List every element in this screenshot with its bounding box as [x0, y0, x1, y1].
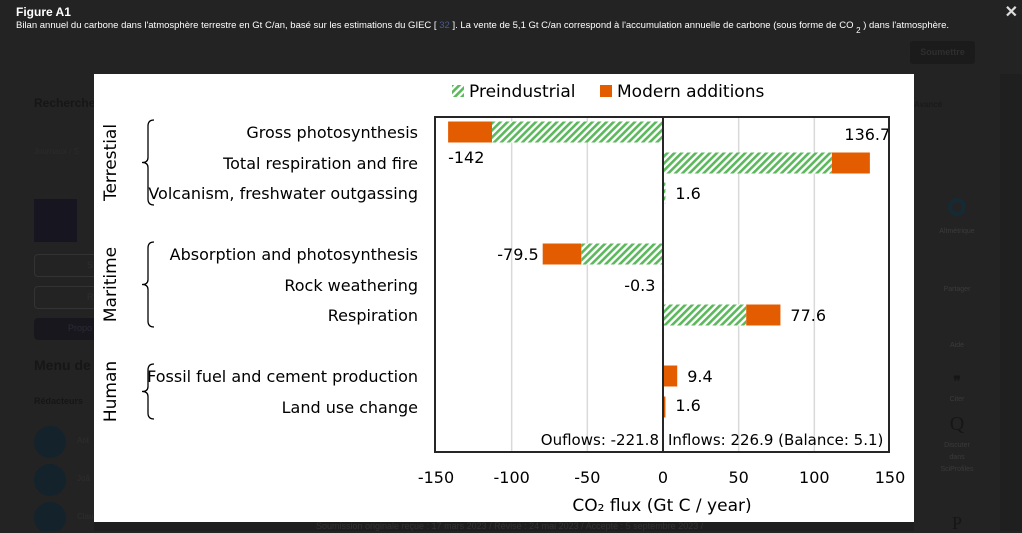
data-label: -79.5 — [497, 245, 538, 264]
x-tick-label: 0 — [658, 468, 668, 487]
data-label: 9.4 — [687, 367, 712, 386]
menu-heading: Menu de — [34, 357, 91, 373]
avatar[interactable] — [34, 502, 66, 531]
x-tick-label: -50 — [574, 468, 600, 487]
bar-preindustrial — [663, 182, 666, 204]
x-axis-label: CO₂ flux (Gt C / year) — [572, 496, 751, 516]
help-button[interactable]: Aide — [949, 342, 964, 349]
category-label: Absorption and photosynthesis — [170, 245, 418, 264]
category-label: Rock weathering — [284, 276, 418, 295]
data-label: 1.6 — [675, 396, 700, 415]
sidebar-button-1[interactable]: S — [34, 254, 94, 277]
x-tick-label: 150 — [875, 468, 906, 487]
altmetric-label[interactable]: Altmétrique — [939, 228, 975, 235]
data-label: 77.6 — [790, 306, 826, 325]
category-label: Gross photosynthesis — [246, 123, 418, 142]
bar-modern — [542, 243, 582, 265]
category-label: Land use change — [282, 398, 418, 417]
right-sidebar: Avancé Altmétrique Partager Aide ❞ Citer… — [914, 74, 1000, 533]
cite-button[interactable]: Citer — [949, 396, 965, 403]
close-icon[interactable]: ✕ — [1004, 4, 1018, 21]
bar-preindustrial — [663, 152, 832, 174]
carbon-budget-chart: Preindustrial Modern additions -142 136.7… — [101, 82, 906, 516]
altmetric-badge-icon[interactable] — [948, 198, 966, 216]
group-brace — [141, 241, 155, 328]
left-sidebar: Recherche Journaux / S S R Propo Menu de… — [0, 74, 94, 531]
group-label: Terrestial — [101, 124, 121, 202]
advanced-search-link[interactable]: Avancé — [914, 100, 943, 109]
category-label: Respiration — [328, 306, 418, 325]
share-button[interactable]: Partager — [943, 286, 971, 293]
inflows-annotation: Inflows: 226.9 (Balance: 5.1) — [668, 431, 883, 449]
article-dates: Soumission originale reçue : 17 mars 202… — [94, 522, 914, 531]
bar-preindustrial — [491, 121, 663, 143]
x-tick-label: 50 — [728, 468, 748, 487]
data-label: 136.7 — [844, 125, 890, 144]
submit-button[interactable]: Soumettre — [910, 41, 975, 64]
legend-label-preindustrial: Preindustrial — [469, 82, 575, 102]
journal-logo — [34, 199, 77, 242]
group-brace — [141, 119, 155, 206]
quote-icon: ❞ — [953, 373, 961, 389]
data-label: 1.6 — [675, 184, 700, 203]
bar-preindustrial — [581, 243, 663, 265]
figure-label: Figure A1 — [16, 5, 71, 19]
bar-modern — [663, 365, 678, 387]
bar-modern — [448, 121, 492, 143]
sidebar-button-2[interactable]: R — [34, 286, 94, 309]
group-brace — [141, 363, 155, 420]
discuss-button[interactable]: Discuter dans SciProfiles — [940, 442, 974, 473]
editor-name[interactable]: Ant — [77, 436, 90, 445]
x-tick-label: -150 — [418, 468, 454, 487]
editors-heading: Rédacteurs — [34, 396, 84, 406]
data-label: -142 — [448, 148, 484, 167]
reference-link[interactable]: 32 — [439, 20, 450, 31]
legend-swatch-preindustrial — [452, 85, 464, 97]
preprints-icon: P — [951, 513, 962, 533]
legend-swatch-modern — [600, 85, 612, 97]
propose-button[interactable]: Propo — [34, 318, 94, 340]
scrollbar[interactable] — [1000, 74, 1022, 531]
figure-image: Preindustrial Modern additions -142 136.7… — [94, 74, 914, 522]
avatar[interactable] — [34, 426, 66, 458]
group-label: Maritime — [101, 247, 121, 322]
bar-preindustrial — [663, 304, 747, 326]
bar-modern — [663, 396, 666, 418]
legend-label-modern: Modern additions — [617, 82, 764, 102]
x-tick-label: -100 — [494, 468, 530, 487]
figure-caption: Bilan annuel du carbone dans l'atmosphèr… — [16, 20, 949, 35]
category-label: Volcanism, freshwater outgassing — [148, 184, 418, 203]
x-tick-label: 100 — [799, 468, 830, 487]
data-label: -0.3 — [624, 276, 655, 295]
avatar[interactable] — [34, 464, 66, 496]
sciprofiles-icon: Q — [949, 413, 965, 435]
editor-name[interactable]: Clau — [77, 512, 94, 521]
legend: Preindustrial Modern additions — [452, 82, 764, 102]
search-heading: Recherche — [34, 96, 94, 110]
editor-name[interactable]: Joã — [77, 474, 90, 483]
breadcrumb: Journaux / S — [34, 147, 79, 156]
category-label: Fossil fuel and cement production — [147, 367, 418, 386]
bar-modern — [746, 304, 781, 326]
bar-modern — [831, 152, 870, 174]
category-label: Total respiration and fire — [222, 154, 418, 173]
group-label: Human — [101, 361, 121, 422]
outflows-annotation: Ouflows: -221.8 — [541, 431, 659, 449]
